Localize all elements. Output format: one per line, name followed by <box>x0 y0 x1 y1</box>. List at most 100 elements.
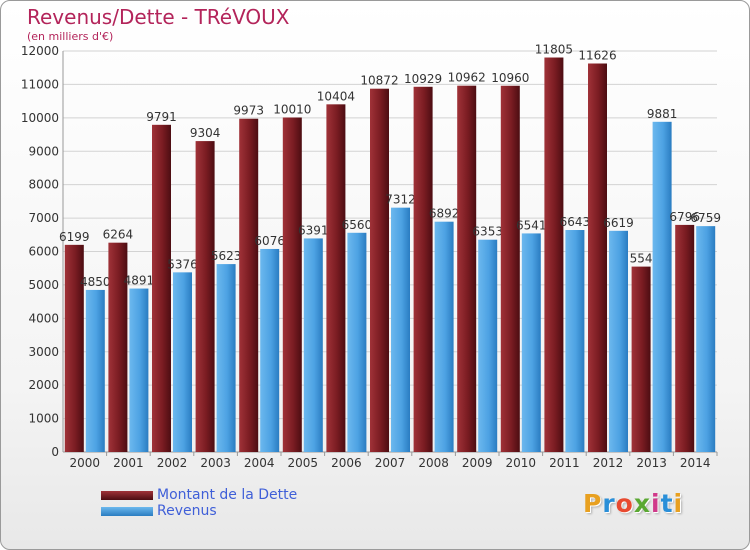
y-tick-label: 8000 <box>28 178 59 192</box>
debt-value-label: 6796 <box>669 210 700 224</box>
y-tick-label: 3000 <box>28 345 59 359</box>
y-tick-label: 6000 <box>28 245 59 259</box>
debt-bar <box>370 88 389 452</box>
debt-value-label: 6199 <box>59 230 90 244</box>
y-tick-label: 9000 <box>28 144 59 158</box>
debt-value-label: 554 <box>630 252 653 266</box>
legend-label-revenue: Revenus <box>157 503 217 519</box>
revenue-bar <box>347 232 367 452</box>
x-tick-label: 2012 <box>593 456 624 470</box>
x-tick-label: 2013 <box>636 456 667 470</box>
debt-swatch <box>101 490 153 500</box>
revenue-bar <box>565 230 585 452</box>
revenue-bar <box>609 230 628 452</box>
debt-value-label: 10010 <box>273 102 311 116</box>
revenue-bar <box>260 248 280 452</box>
x-tick-label: 2008 <box>418 456 449 470</box>
revenue-value-label: 6759 <box>690 211 721 225</box>
revenue-bar <box>652 121 672 453</box>
debt-bar <box>108 242 128 452</box>
revenue-value-label: 9881 <box>647 107 678 121</box>
revenue-value-label: 6391 <box>298 223 329 237</box>
x-tick-label: 2007 <box>375 456 406 470</box>
logo-letter: i <box>651 489 661 518</box>
y-tick-label: 1000 <box>28 412 59 426</box>
revenue-value-label: 7312 <box>385 193 416 207</box>
revenue-value-label: 6076 <box>254 234 285 248</box>
debt-bar <box>326 104 346 452</box>
x-tick-label: 2000 <box>70 456 101 470</box>
y-tick-label: 5000 <box>28 278 59 292</box>
revenue-value-label: 6892 <box>429 207 460 221</box>
y-tick-label: 10000 <box>21 111 59 125</box>
debt-bar <box>457 85 477 453</box>
proxiti-logo: Proxiti <box>583 489 683 518</box>
debt-value-label: 11805 <box>535 43 573 57</box>
revenue-bar <box>696 226 716 452</box>
debt-bar <box>239 118 259 452</box>
x-tick-label: 2010 <box>506 456 537 470</box>
revenue-bar <box>129 288 149 452</box>
revenue-bar <box>521 233 541 452</box>
logo-letter: o <box>615 489 634 518</box>
revenue-bar <box>478 239 498 452</box>
debt-value-label: 9973 <box>233 104 264 118</box>
debt-bar <box>500 85 520 453</box>
debt-value-label: 10872 <box>360 74 398 88</box>
x-tick-label: 2002 <box>157 456 188 470</box>
debt-value-label: 9304 <box>190 126 221 140</box>
revenue-value-label: 6619 <box>603 216 634 230</box>
legend-item-debt: Montant de la Dette <box>101 487 297 503</box>
legend-item-revenue: Revenus <box>101 503 297 519</box>
debt-bar <box>675 224 695 452</box>
revenue-bar <box>303 238 323 452</box>
x-tick-label: 2005 <box>288 456 319 470</box>
debt-value-label: 10962 <box>448 71 486 85</box>
debt-value-label: 10404 <box>317 89 355 103</box>
debt-bar <box>544 57 564 453</box>
debt-value-label: 10929 <box>404 72 442 86</box>
revenue-value-label: 5376 <box>167 257 198 271</box>
revenue-swatch <box>101 506 153 516</box>
x-tick-label: 2004 <box>244 456 275 470</box>
x-tick-label: 2011 <box>549 456 580 470</box>
x-tick-label: 2003 <box>200 456 231 470</box>
x-tick-label: 2009 <box>462 456 493 470</box>
logo-letter: P <box>583 489 603 518</box>
debt-bar <box>282 117 302 452</box>
y-tick-label: 7000 <box>28 211 59 225</box>
x-tick-label: 2001 <box>113 456 144 470</box>
logo-letter: x <box>633 489 651 518</box>
x-tick-label: 2006 <box>331 456 362 470</box>
revenue-bar <box>85 289 105 452</box>
logo-letter: t <box>660 489 674 518</box>
y-tick-label: 0 <box>51 445 59 459</box>
revenue-value-label: 6643 <box>560 215 591 229</box>
revenue-value-label: 6353 <box>472 225 503 239</box>
debt-value-label: 6264 <box>103 228 134 242</box>
debt-bar <box>588 63 607 452</box>
chart-subtitle: (en milliers d'€) <box>27 30 114 43</box>
revenue-bar <box>434 221 454 452</box>
debt-value-label: 11626 <box>578 48 616 62</box>
revenue-value-label: 5623 <box>211 249 242 263</box>
debt-value-label: 10960 <box>491 71 529 85</box>
revenue-value-label: 6541 <box>516 218 547 232</box>
debt-bar <box>152 124 171 452</box>
legend-label-debt: Montant de la Dette <box>157 487 298 503</box>
logo-letter: i <box>673 489 684 518</box>
debt-bar <box>195 141 215 452</box>
debt-bar <box>413 86 433 453</box>
revenue-value-label: 4850 <box>80 275 111 289</box>
debt-bar <box>64 244 84 452</box>
debt-bar <box>631 266 651 452</box>
revenue-value-label: 6560 <box>342 218 373 232</box>
chart-legend: Montant de la Dette Revenus <box>101 487 297 519</box>
y-tick-label: 4000 <box>28 311 59 325</box>
revenue-bar <box>391 207 410 452</box>
debt-value-label: 9791 <box>146 110 177 124</box>
revenue-value-label: 4891 <box>124 274 155 288</box>
chart-title: Revenus/Dette - TRéVOUX <box>27 5 290 29</box>
